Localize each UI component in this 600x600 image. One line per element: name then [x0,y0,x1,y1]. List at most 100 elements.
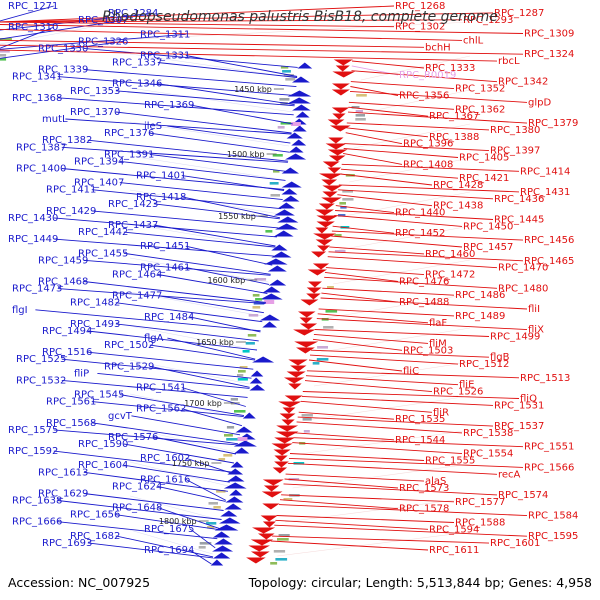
gene-leader-line [65,118,292,135]
forward-gene-arrow [223,482,247,489]
forward-gene-arrow [242,412,256,419]
gene-leader-line [119,394,245,417]
forward-gene-arrow [286,132,303,139]
gene-label: RPC_1616 [140,474,190,485]
gene-label: RPC_1452 [395,228,445,239]
reverse-gene-arrow [263,485,280,492]
reverse-gene-arrow [250,551,270,558]
gene-label: fliQ [520,394,537,405]
forward-gene-arrow [292,76,310,83]
gene-leader-line [338,184,520,193]
gene-label: RPC_1513 [520,373,570,384]
annotation-block [340,206,347,209]
gene-label: RPC_1387 [16,142,66,153]
reverse-gene-arrow [328,137,344,144]
reverse-gene-arrow [294,341,319,348]
gene-leader-line [157,274,268,294]
gene-leader-line [87,351,254,370]
annotation-block [254,278,267,281]
annotation-block [208,502,218,505]
feature-tracks [0,38,367,566]
distant-link-right [320,327,471,353]
forward-gene-arrow [292,125,307,132]
annotation-block [223,454,233,457]
gene-leader-line [334,214,463,227]
gene-label: RPC_1370 [70,107,120,118]
gene-label: RPC_1326 [78,36,128,47]
forward-gene-arrow [271,244,288,251]
gene-label: RPC_1341 [12,72,62,83]
annotation-block [334,234,342,237]
reverse-gene-arrow [306,293,321,300]
gene-label: RPC_1465 [524,256,574,267]
gene-label: RPC_1440 [395,208,445,219]
reverse-gene-arrow [262,479,284,486]
annotation-block [355,110,363,113]
gene-leader-line [348,101,455,110]
gene-leader-line [181,175,285,192]
gene-leader-line [350,81,455,90]
forward-gene-arrow [229,489,243,496]
forward-gene-arrow [249,377,263,384]
gene-label: fliR [433,407,449,418]
distant-link-left [129,121,290,147]
gene-label: RPC_1484 [144,312,194,323]
gene-leader-line [57,500,222,520]
gene-leader-line [181,408,243,427]
gene-leader-line [153,224,276,247]
gene-leader-line [331,235,463,248]
gene-leader-line [115,514,220,531]
gene-label: fliP [74,368,89,379]
gene-leader-line [181,387,246,407]
gene-label: RPC_1473 [12,284,62,295]
annotation-block [277,538,289,541]
gene-leader-line [278,504,528,517]
reverse-gene-arrow [321,179,338,186]
reverse-gene-arrow [328,155,346,162]
annotation-block [279,98,290,101]
rna-gene-mark [237,437,248,441]
gene-leader-line [149,344,256,361]
gene-leader-line [61,358,252,379]
gene-leader-line [276,515,455,523]
gene-leader-line [329,246,425,255]
gene-leader-line [327,256,498,269]
gene-label: RPC_1602 [140,453,190,464]
gene-label: recA [498,469,521,480]
gene-label: RPC_1379 [528,118,578,129]
gene-label: RPC_1476 [399,276,449,287]
gene-label: RPC_1531 [494,400,544,411]
gene-leader-line [83,47,298,68]
gene-leader-line [149,132,290,153]
gene-leader-line [185,266,270,285]
annotation-block [237,378,248,381]
gene-leader-line [167,125,291,144]
gene-label: RPC_1584 [528,511,578,522]
gene-leader-line [83,281,266,303]
annotation-block [226,438,238,441]
gene-leader-line [83,493,224,511]
gene-leader-line [87,542,213,559]
gene-label: flaF [429,318,447,329]
reverse-gene-arrow [306,287,322,294]
annotation-block [213,506,221,509]
annotation-block [252,294,260,297]
distant-link-right [307,395,471,421]
gene-label: RPC_1576 [108,432,158,443]
gene-leader-line [305,375,459,386]
annotation-block [234,410,246,413]
gene-label: RPC_1675 [144,524,194,535]
forward-gene-arrow [295,111,310,118]
distant-link-right [338,225,471,251]
gene-label: RPC_1331 [140,51,190,62]
gene-label: RPC_1437 [108,220,158,231]
reverse-gene-arrow [316,215,339,222]
gene-label: RPC_1482 [70,298,120,309]
gene-label: RPC_1468 [38,277,88,288]
gene-label: RPC_1456 [524,235,574,246]
gene-leader-line [53,450,233,473]
reverse-gene-arrow [293,329,316,336]
annotation-block [270,562,278,565]
reverse-gene-arrow [322,161,340,168]
